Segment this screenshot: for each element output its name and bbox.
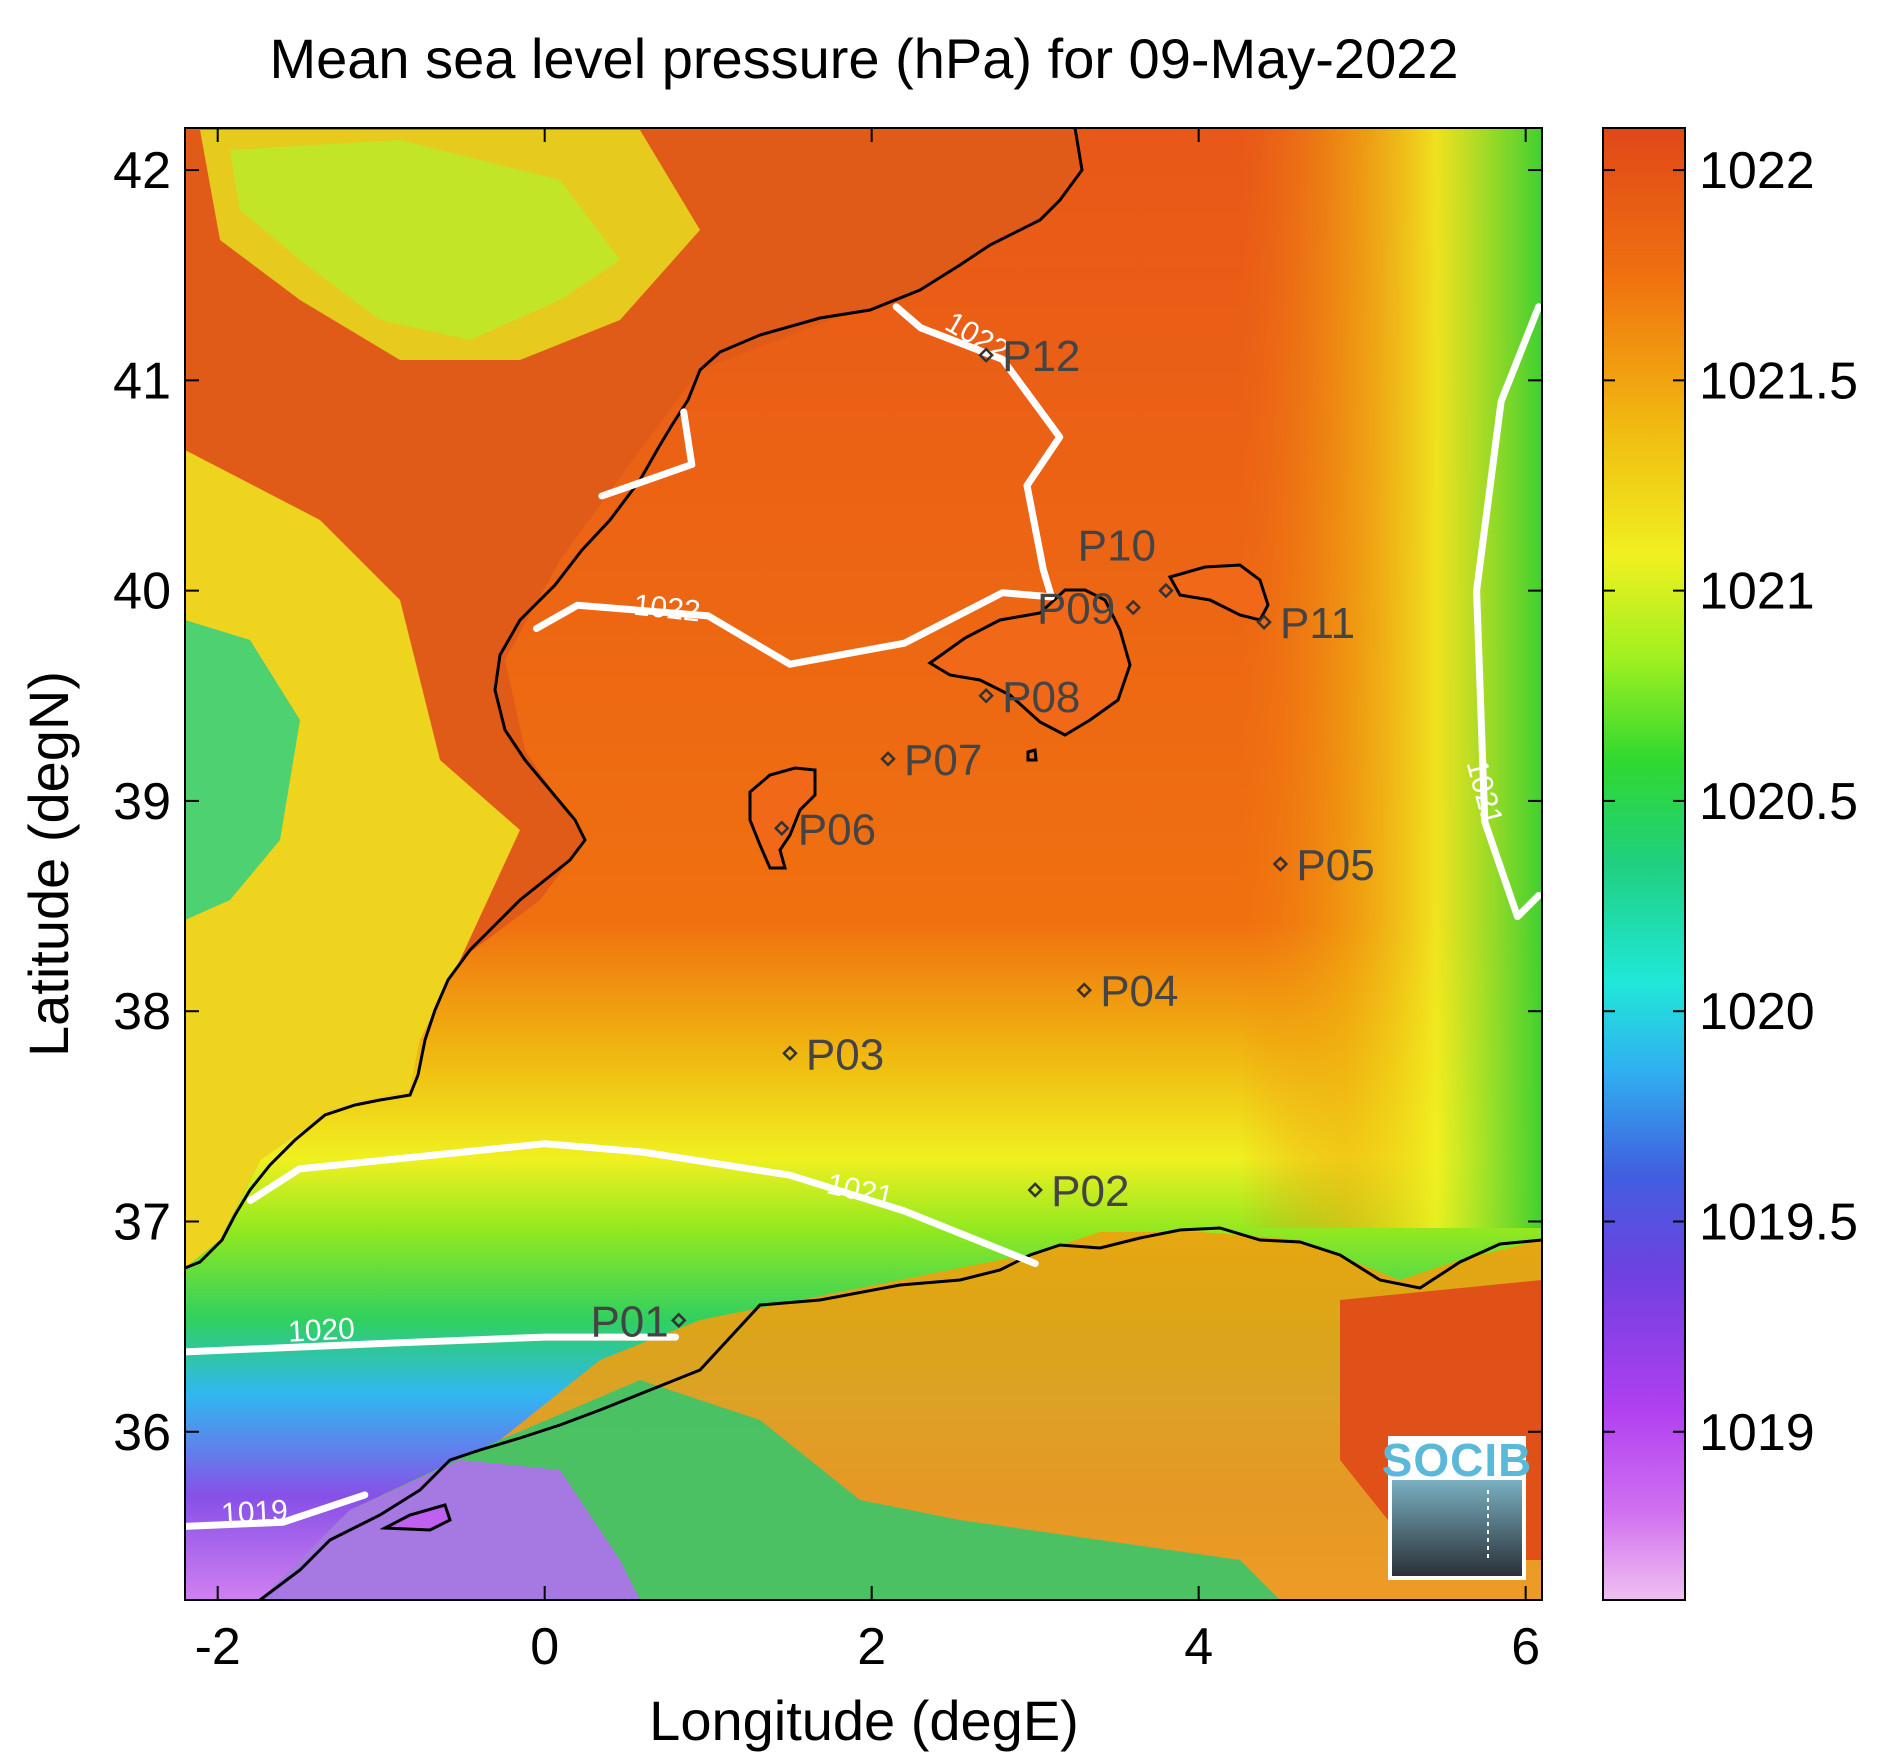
station-label-p04: P04 <box>1100 967 1178 1016</box>
colorbar-gradient <box>1602 127 1686 1601</box>
y-axis-label: Latitude (degN) <box>17 671 80 1057</box>
x-tick-label: -2 <box>195 1618 241 1676</box>
contour-label-1022-center: 1022 <box>632 589 702 629</box>
colorbar: 1019 1019.5 1020 1020.5 1021 1021.5 1022 <box>1602 127 1858 1601</box>
x-axis-label: Longitude (degE) <box>649 1689 1079 1752</box>
island-cabrera <box>1026 748 1038 762</box>
station-marker-p04 <box>1076 982 1092 998</box>
contour-line-1019 <box>185 1491 369 1530</box>
contour-line-1020 <box>185 1333 679 1356</box>
station-marker-p12 <box>978 347 994 363</box>
y-tick-label: 40 <box>113 563 171 621</box>
coastline-africa <box>259 1226 1542 1600</box>
station-marker-p02 <box>1027 1182 1043 1198</box>
x-tick-label: 2 <box>857 1618 886 1676</box>
iberia-land-green-west <box>185 620 300 920</box>
coastline-iberia <box>185 128 1084 1270</box>
iberia-land-yellow-north <box>200 130 700 360</box>
y-tick-label: 38 <box>113 983 171 1041</box>
y-tick-label: 42 <box>113 142 171 200</box>
colorbar-tick-label: 1019 <box>1699 1404 1815 1462</box>
y-axis: 36 37 38 39 40 41 42 <box>113 142 1542 1462</box>
iberia-land-yellow <box>185 450 520 1268</box>
station-points: P01 P02 P03 P04 P05 P06 P07 P08 P09 P10 P11 P12 <box>590 332 1374 1346</box>
island-menorca <box>1167 563 1270 622</box>
chart-title: Mean sea level pressure (hPa) for 09-May… <box>269 27 1458 90</box>
contour-line-1021 <box>246 1140 1039 1267</box>
colorbar-ticks: 1019 1019.5 1020 1020.5 1021 1021.5 1022 <box>1603 142 1858 1462</box>
colorbar-tick-label: 1022 <box>1699 142 1815 200</box>
x-tick-label: 6 <box>1511 1618 1540 1676</box>
y-tick-label: 36 <box>113 1404 171 1462</box>
island-mallorca <box>927 588 1132 737</box>
colorbar-tick-label: 1020 <box>1699 983 1815 1041</box>
station-label-p01: P01 <box>590 1297 668 1346</box>
station-label-p02: P02 <box>1051 1167 1129 1216</box>
x-axis: -2 0 2 4 6 <box>195 128 1540 1676</box>
africa-land-lowpressure <box>260 1460 640 1600</box>
station-marker-p03 <box>782 1045 798 1062</box>
station-marker-p01 <box>670 1312 687 1329</box>
contour-lines <box>185 303 1542 1530</box>
station-marker-p09 <box>1125 599 1142 616</box>
island-ibiza <box>748 766 817 870</box>
x-tick-label: 0 <box>530 1618 559 1676</box>
station-marker-p06 <box>773 820 790 837</box>
station-marker-p10 <box>1158 582 1174 599</box>
contour-line-1022 <box>533 303 1064 668</box>
station-label-p10: P10 <box>1078 522 1156 571</box>
station-label-p05: P05 <box>1296 841 1374 890</box>
station-label-p03: P03 <box>806 1030 884 1079</box>
station-label-p09: P09 <box>1037 584 1115 633</box>
colorbar-tick-label: 1020.5 <box>1699 773 1858 831</box>
station-marker-p05 <box>1272 856 1289 872</box>
y-tick-label: 37 <box>113 1193 171 1251</box>
map-plot-area: 1019 1020 1021 1021 1022 1022 P01P02P03P… <box>185 128 1542 1600</box>
contour-line-1022 <box>598 408 696 500</box>
y-tick-label: 39 <box>113 773 171 831</box>
socib-logo-text: SOCIB <box>1382 1434 1533 1486</box>
station-marker-p11 <box>1256 614 1272 630</box>
contour-label-1020: 1020 <box>287 1312 355 1348</box>
socib-logo: SOCIB <box>1382 1434 1533 1580</box>
map-frame <box>184 127 1543 1601</box>
station-label-p06: P06 <box>798 805 876 854</box>
x-tick-label: 4 <box>1184 1618 1213 1676</box>
colorbar-tick-label: 1019.5 <box>1699 1193 1858 1251</box>
station-marker-p08 <box>978 688 994 704</box>
station-label-p08: P08 <box>1002 673 1080 722</box>
contour-label-1019: 1019 <box>220 1494 288 1530</box>
colorbar-tick-label: 1021.5 <box>1699 352 1858 410</box>
station-label-p07: P07 <box>904 736 982 785</box>
station-label-p11: P11 <box>1280 599 1355 648</box>
pressure-field-east-gradient <box>1240 128 1542 1228</box>
island-alboran <box>379 1503 452 1532</box>
station-marker-p07 <box>880 751 896 767</box>
station-label-p12: P12 <box>1002 332 1080 381</box>
y-tick-label: 41 <box>113 352 171 410</box>
contour-line-1021 <box>1473 303 1542 921</box>
colorbar-tick-label: 1021 <box>1699 563 1815 621</box>
